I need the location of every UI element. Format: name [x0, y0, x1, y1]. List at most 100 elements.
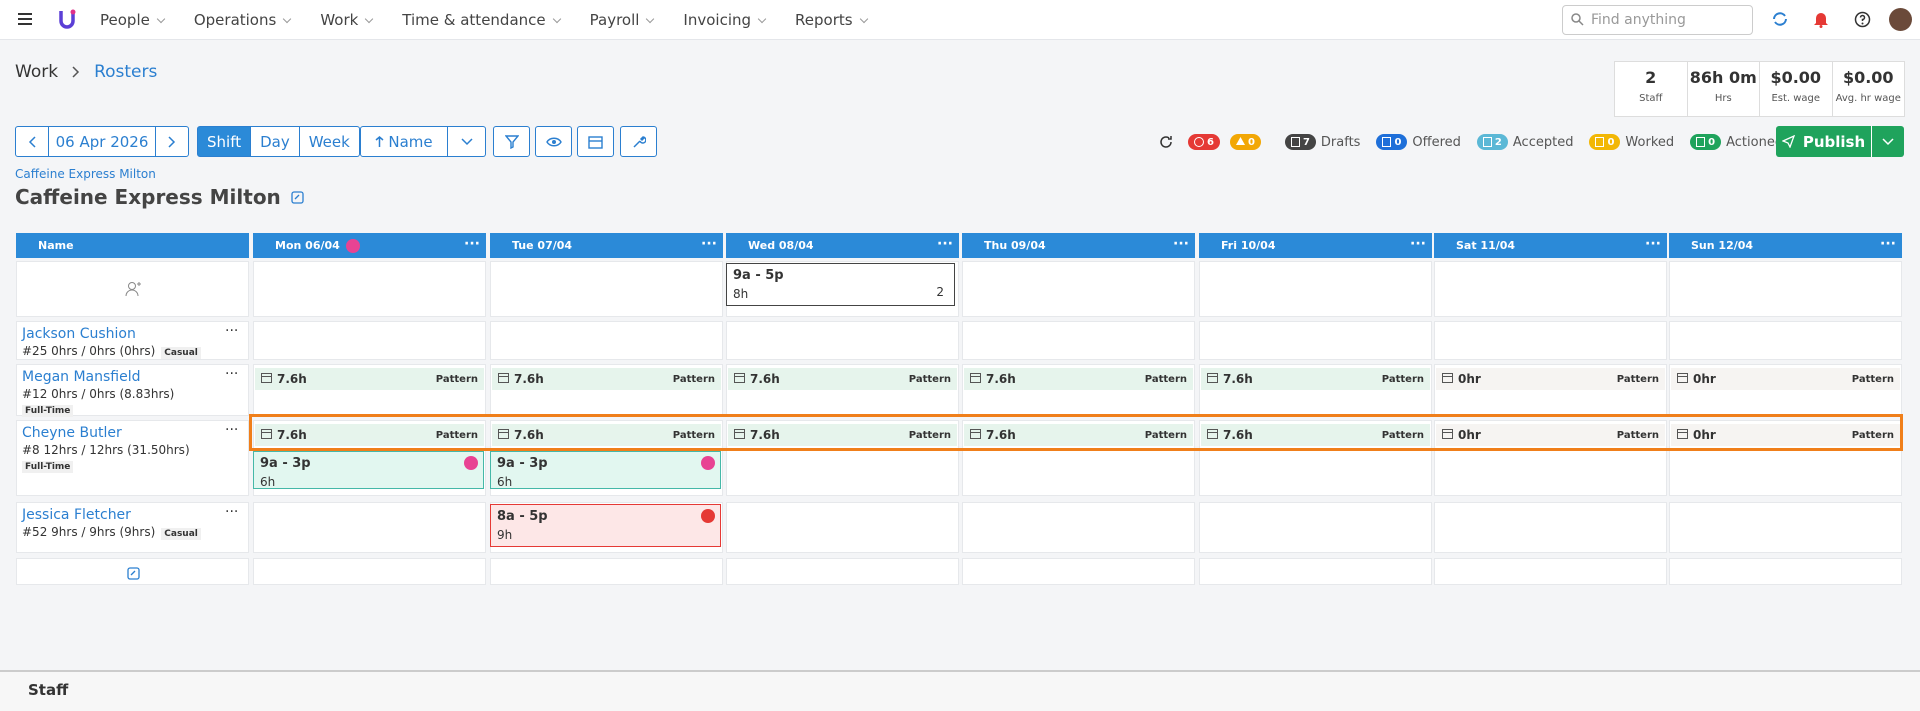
- employee-name[interactable]: Cheyne Butler: [22, 425, 122, 441]
- day-cell[interactable]: [1199, 261, 1432, 317]
- refresh-button[interactable]: [1159, 135, 1173, 149]
- location-link[interactable]: Caffeine Express Milton: [15, 167, 156, 181]
- help-icon[interactable]: [1854, 11, 1871, 28]
- pattern-cell[interactable]: 0hr Pattern: [1436, 368, 1665, 390]
- day-cell[interactable]: [1669, 502, 1902, 553]
- pattern-cell[interactable]: 7.6h Pattern: [492, 368, 721, 390]
- day-cell[interactable]: [962, 321, 1195, 360]
- status-item[interactable]: 0 Worked: [1589, 134, 1674, 150]
- menu-item[interactable]: Invoicing: [683, 11, 765, 29]
- view-option[interactable]: Day: [251, 126, 300, 157]
- day-cell[interactable]: [962, 502, 1195, 553]
- status-item[interactable]: 7 Drafts: [1284, 134, 1360, 150]
- status-item[interactable]: 0 Actioned: [1690, 134, 1783, 150]
- breadcrumb-item[interactable]: Rosters: [94, 62, 158, 82]
- notifications-icon[interactable]: [1813, 11, 1829, 28]
- filter-button[interactable]: [493, 126, 530, 157]
- day-cell[interactable]: [1669, 558, 1902, 585]
- day-menu[interactable]: ···: [1410, 236, 1426, 252]
- day-cell[interactable]: [490, 261, 723, 317]
- menu-item[interactable]: Time & attendance: [402, 11, 559, 29]
- day-cell[interactable]: [1434, 558, 1667, 585]
- prev-button[interactable]: [15, 126, 49, 157]
- day-cell[interactable]: [490, 558, 723, 585]
- next-button[interactable]: [155, 126, 189, 157]
- menu-item[interactable]: Reports: [795, 11, 867, 29]
- day-cell[interactable]: [726, 558, 959, 585]
- status-item[interactable]: 2 Accepted: [1476, 134, 1573, 150]
- edit-location-icon[interactable]: [291, 190, 304, 204]
- menu-item[interactable]: People: [100, 11, 164, 29]
- publish-dropdown[interactable]: [1871, 126, 1904, 157]
- template-button[interactable]: [577, 126, 614, 157]
- day-cell[interactable]: [1434, 321, 1667, 360]
- employee-name[interactable]: Jessica Fletcher: [22, 507, 131, 523]
- day-cell[interactable]: [1434, 261, 1667, 317]
- breadcrumb-item[interactable]: Work: [15, 62, 59, 82]
- pattern-cell[interactable]: 0hr Pattern: [1436, 424, 1665, 446]
- employee-menu[interactable]: ···: [225, 504, 239, 520]
- sort-dropdown[interactable]: [448, 126, 486, 157]
- day-menu[interactable]: ···: [1880, 236, 1896, 252]
- add-open-shift-icon[interactable]: [125, 281, 141, 301]
- employee-menu[interactable]: ···: [225, 422, 239, 438]
- pattern-cell[interactable]: 0hr Pattern: [1671, 368, 1900, 390]
- publish-button[interactable]: Publish: [1776, 126, 1871, 157]
- employee-menu[interactable]: ···: [225, 323, 239, 339]
- day-cell[interactable]: [253, 261, 486, 317]
- day-cell[interactable]: [726, 502, 959, 553]
- pattern-cell[interactable]: 7.6h Pattern: [728, 424, 957, 446]
- pattern-cell[interactable]: 7.6h Pattern: [964, 424, 1193, 446]
- pattern-cell[interactable]: 7.6h Pattern: [492, 424, 721, 446]
- shift-card[interactable]: 8a - 5p 9h: [490, 504, 721, 547]
- pattern-cell[interactable]: 7.6h Pattern: [255, 424, 484, 446]
- menu-item[interactable]: Operations: [194, 11, 290, 29]
- day-cell[interactable]: [253, 502, 486, 553]
- employee-name[interactable]: Megan Mansfield: [22, 369, 141, 385]
- day-cell[interactable]: [1669, 321, 1902, 360]
- warnings-pill[interactable]: 0: [1229, 134, 1261, 150]
- pattern-cell[interactable]: 0hr Pattern: [1671, 424, 1900, 446]
- shift-card[interactable]: 9a - 3p 6h: [490, 451, 721, 489]
- day-cell[interactable]: [253, 558, 486, 585]
- day-cell[interactable]: [1199, 321, 1432, 360]
- avatar[interactable]: [1889, 8, 1912, 31]
- search-box[interactable]: Find anything: [1562, 5, 1753, 35]
- shift-card[interactable]: 9a - 3p 6h: [253, 451, 484, 489]
- add-employee-icon[interactable]: [126, 565, 140, 584]
- day-menu[interactable]: ···: [1173, 236, 1189, 252]
- day-cell[interactable]: [962, 261, 1195, 317]
- sort-button[interactable]: Name: [360, 126, 448, 157]
- day-menu[interactable]: ···: [464, 236, 480, 252]
- day-cell[interactable]: [1434, 502, 1667, 553]
- day-cell[interactable]: [962, 558, 1195, 585]
- menu-button[interactable]: [18, 13, 32, 25]
- footer-panel[interactable]: Staff: [0, 670, 1920, 711]
- logo[interactable]: [58, 9, 76, 31]
- errors-pill[interactable]: 6: [1188, 134, 1220, 150]
- pattern-cell[interactable]: 7.6h Pattern: [1201, 424, 1430, 446]
- day-cell[interactable]: [1669, 261, 1902, 317]
- day-cell[interactable]: [1199, 502, 1432, 553]
- pattern-cell[interactable]: 7.6h Pattern: [255, 368, 484, 390]
- open-shift-card[interactable]: 9a - 5p 8h 2: [726, 263, 955, 306]
- day-cell[interactable]: [1199, 558, 1432, 585]
- view-options-button[interactable]: [535, 126, 572, 157]
- date-display[interactable]: 06 Apr 2026: [49, 126, 155, 157]
- tools-button[interactable]: [620, 126, 657, 157]
- pattern-cell[interactable]: 7.6h Pattern: [728, 368, 957, 390]
- menu-item[interactable]: Payroll: [590, 11, 654, 29]
- status-item[interactable]: 0 Offered: [1376, 134, 1461, 150]
- day-cell[interactable]: [253, 321, 486, 360]
- sync-icon[interactable]: [1771, 10, 1789, 28]
- view-option[interactable]: Shift: [197, 126, 252, 157]
- view-option[interactable]: Week: [299, 126, 360, 157]
- pattern-cell[interactable]: 7.6h Pattern: [964, 368, 1193, 390]
- pattern-cell[interactable]: 7.6h Pattern: [1201, 368, 1430, 390]
- day-cell[interactable]: [490, 321, 723, 360]
- menu-item[interactable]: Work: [320, 11, 372, 29]
- day-menu[interactable]: ···: [701, 236, 717, 252]
- day-menu[interactable]: ···: [937, 236, 953, 252]
- employee-name[interactable]: Jackson Cushion: [22, 326, 136, 342]
- employee-menu[interactable]: ···: [225, 366, 239, 382]
